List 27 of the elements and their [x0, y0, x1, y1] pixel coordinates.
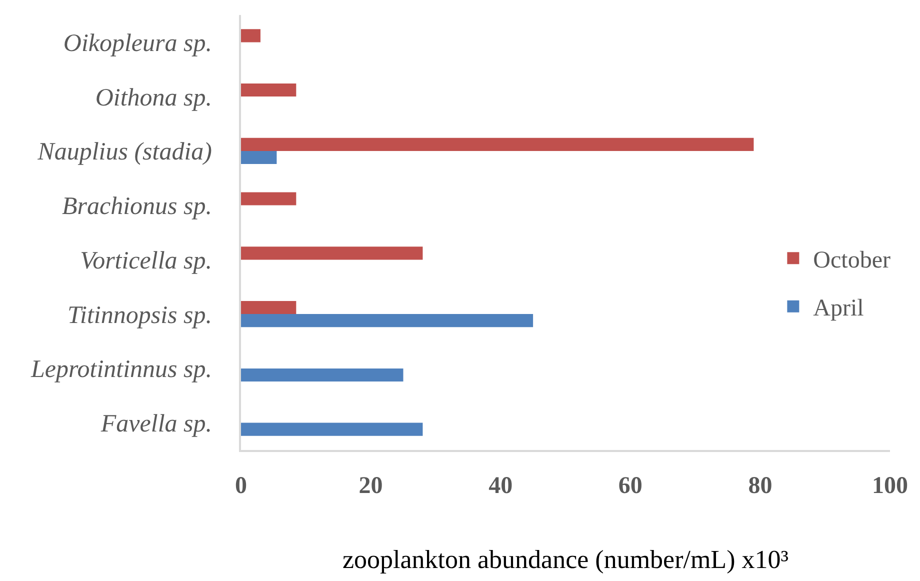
y-tick-label: Vorticella sp.: [80, 247, 212, 274]
x-tick-label: 40: [488, 472, 513, 499]
bar: [241, 138, 754, 151]
x-tick-label: 60: [618, 472, 642, 499]
x-tick-label: 20: [358, 472, 383, 499]
y-tick-label: Leprotintinnus sp.: [30, 356, 212, 384]
y-tick-label: Favella sp.: [100, 410, 212, 438]
legend-label: October: [813, 247, 890, 274]
y-tick-label: Titinnopsis sp.: [68, 302, 212, 329]
bar: [241, 150, 277, 164]
x-tick-label: 100: [872, 472, 908, 499]
bar: [241, 314, 534, 328]
y-tick-label: Oikopleura sp.: [63, 30, 212, 57]
legend-label: April: [813, 296, 864, 322]
bar: [241, 84, 296, 97]
y-tick-label: Oithona sp.: [95, 84, 212, 112]
bar: [241, 301, 296, 314]
x-tick-label: 0: [235, 472, 247, 499]
y-tick-label: Nauplius (stadia): [36, 138, 212, 166]
bar: [241, 192, 296, 206]
x-tick-label: 80: [748, 472, 772, 499]
bar: [241, 422, 423, 436]
bar: [241, 29, 260, 42]
y-tick-label: Brachionus sp.: [62, 193, 212, 220]
bar: [241, 246, 423, 260]
bar: [241, 368, 404, 382]
x-axis-title: zooplankton abundance (number/mL) x10³: [342, 545, 789, 574]
